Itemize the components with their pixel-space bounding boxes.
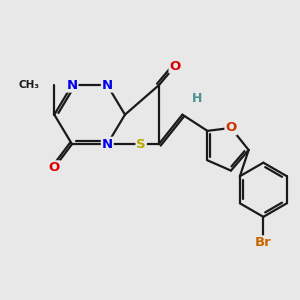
Text: O: O bbox=[169, 60, 181, 73]
Text: N: N bbox=[66, 79, 77, 92]
Text: O: O bbox=[49, 161, 60, 174]
Text: Br: Br bbox=[255, 236, 272, 249]
Text: S: S bbox=[136, 138, 146, 151]
Text: H: H bbox=[192, 92, 202, 105]
Text: N: N bbox=[102, 79, 113, 92]
Text: CH₃: CH₃ bbox=[19, 80, 40, 90]
Text: O: O bbox=[225, 122, 237, 134]
Text: N: N bbox=[102, 138, 113, 151]
